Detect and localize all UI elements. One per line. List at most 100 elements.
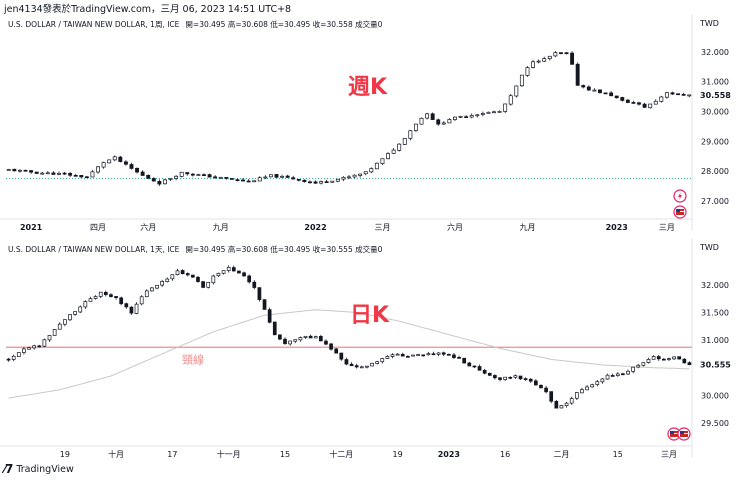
candle <box>687 94 692 98</box>
candle-body <box>68 173 73 176</box>
candle-body <box>274 174 279 178</box>
candle <box>267 307 272 324</box>
candle-body <box>235 179 240 181</box>
flag-icon-canton <box>670 431 674 434</box>
candle <box>464 114 469 119</box>
candle <box>288 340 292 346</box>
candle <box>676 93 681 96</box>
candle-body <box>124 303 129 308</box>
daily-open: 開=30.495 <box>185 245 226 254</box>
candle-body <box>667 358 671 360</box>
candle-body <box>170 274 175 280</box>
us-flag-icon <box>677 427 691 441</box>
daily-candlestick-chart[interactable]: TWD32.00031.50031.00030.50030.00029.5001… <box>0 238 740 460</box>
candle <box>558 52 563 55</box>
candle-body <box>585 386 589 391</box>
candle-body <box>42 339 47 347</box>
candle-body <box>363 171 368 175</box>
candle-body <box>185 273 190 276</box>
candle <box>185 272 190 277</box>
candle <box>391 148 396 155</box>
candle-body <box>308 181 312 184</box>
weekly-candlestick-chart[interactable]: TWD 32.000 31.000 30.000 29.000 28.000 27.000 2… <box>0 14 740 236</box>
candle-body <box>553 52 558 57</box>
candle <box>536 59 541 64</box>
candle-body <box>93 296 98 299</box>
candle-body <box>497 111 502 113</box>
candle-body <box>492 111 496 114</box>
candle-body <box>598 89 602 94</box>
candle <box>293 339 298 344</box>
candle <box>51 171 56 175</box>
candle <box>191 274 195 278</box>
candle <box>651 355 656 360</box>
candle <box>493 374 497 380</box>
candle-body <box>370 362 374 367</box>
candle-body <box>580 389 584 394</box>
candle-body <box>157 180 162 185</box>
candle <box>37 344 42 348</box>
candle-body <box>600 378 605 383</box>
candle <box>653 99 658 105</box>
tradingview-footer[interactable]: ⁄7 TradingView <box>4 462 74 476</box>
candle-body <box>6 358 11 361</box>
candle <box>124 302 129 309</box>
candle-body <box>285 175 290 178</box>
candle <box>677 356 682 360</box>
candle-body <box>51 172 56 175</box>
weekly-volume: 成交量0 <box>355 20 383 29</box>
weekly-symbol-label: U.S. DOLLAR / TAIWAN NEW DOLLAR, 1周, ICE <box>8 20 180 29</box>
candle-body <box>206 282 211 288</box>
daily-low: 低=30.495 <box>270 245 311 254</box>
candle <box>211 274 216 285</box>
candle-body <box>45 172 50 175</box>
candle-body <box>160 281 164 286</box>
candle <box>637 101 641 106</box>
candle <box>129 306 134 315</box>
candle-body <box>334 348 339 354</box>
candle <box>615 372 620 377</box>
candle-body <box>34 171 39 174</box>
candle-body <box>386 153 390 160</box>
candle-body <box>114 296 118 298</box>
weekly-chart-pane[interactable]: U.S. DOLLAR / TAIWAN NEW DOLLAR, 1周, ICE… <box>0 14 740 236</box>
candle <box>605 373 610 380</box>
candle-body <box>621 373 625 376</box>
candle-body <box>486 111 491 114</box>
candle <box>268 174 273 178</box>
neckline-label: 頸線 <box>182 352 204 366</box>
candle <box>359 365 364 369</box>
candle-body <box>395 353 400 356</box>
candle-body <box>319 181 324 184</box>
weekly-open: 開=30.495 <box>185 20 226 29</box>
candle-body <box>40 172 45 175</box>
candle-body <box>293 339 298 342</box>
candle <box>642 102 647 108</box>
x-tick-label: 十二月 <box>329 449 353 459</box>
annotation-label: 日K <box>350 303 390 328</box>
candle <box>569 396 574 405</box>
candle-body <box>101 162 106 168</box>
candle-body <box>390 354 395 357</box>
candle-body <box>78 306 83 313</box>
candle-body <box>229 178 234 180</box>
candle-body <box>631 102 636 104</box>
candle <box>620 96 625 102</box>
candle-body <box>352 174 357 178</box>
candle <box>497 110 502 113</box>
candle <box>661 358 666 361</box>
weekly-low: 低=30.495 <box>270 20 311 29</box>
daily-chart-pane[interactable]: U.S. DOLLAR / TAIWAN NEW DOLLAR, 1天, ICE… <box>0 238 740 460</box>
candle <box>62 171 67 176</box>
candle-body <box>648 103 653 109</box>
candle-body <box>52 329 57 336</box>
candle-body <box>457 357 461 359</box>
candle <box>646 357 651 364</box>
candle-body <box>196 276 200 282</box>
candle-body <box>646 359 651 363</box>
candle <box>42 338 47 348</box>
candle-body <box>278 334 282 340</box>
candle <box>170 274 175 281</box>
candle <box>585 385 589 391</box>
candle-body <box>508 95 513 105</box>
